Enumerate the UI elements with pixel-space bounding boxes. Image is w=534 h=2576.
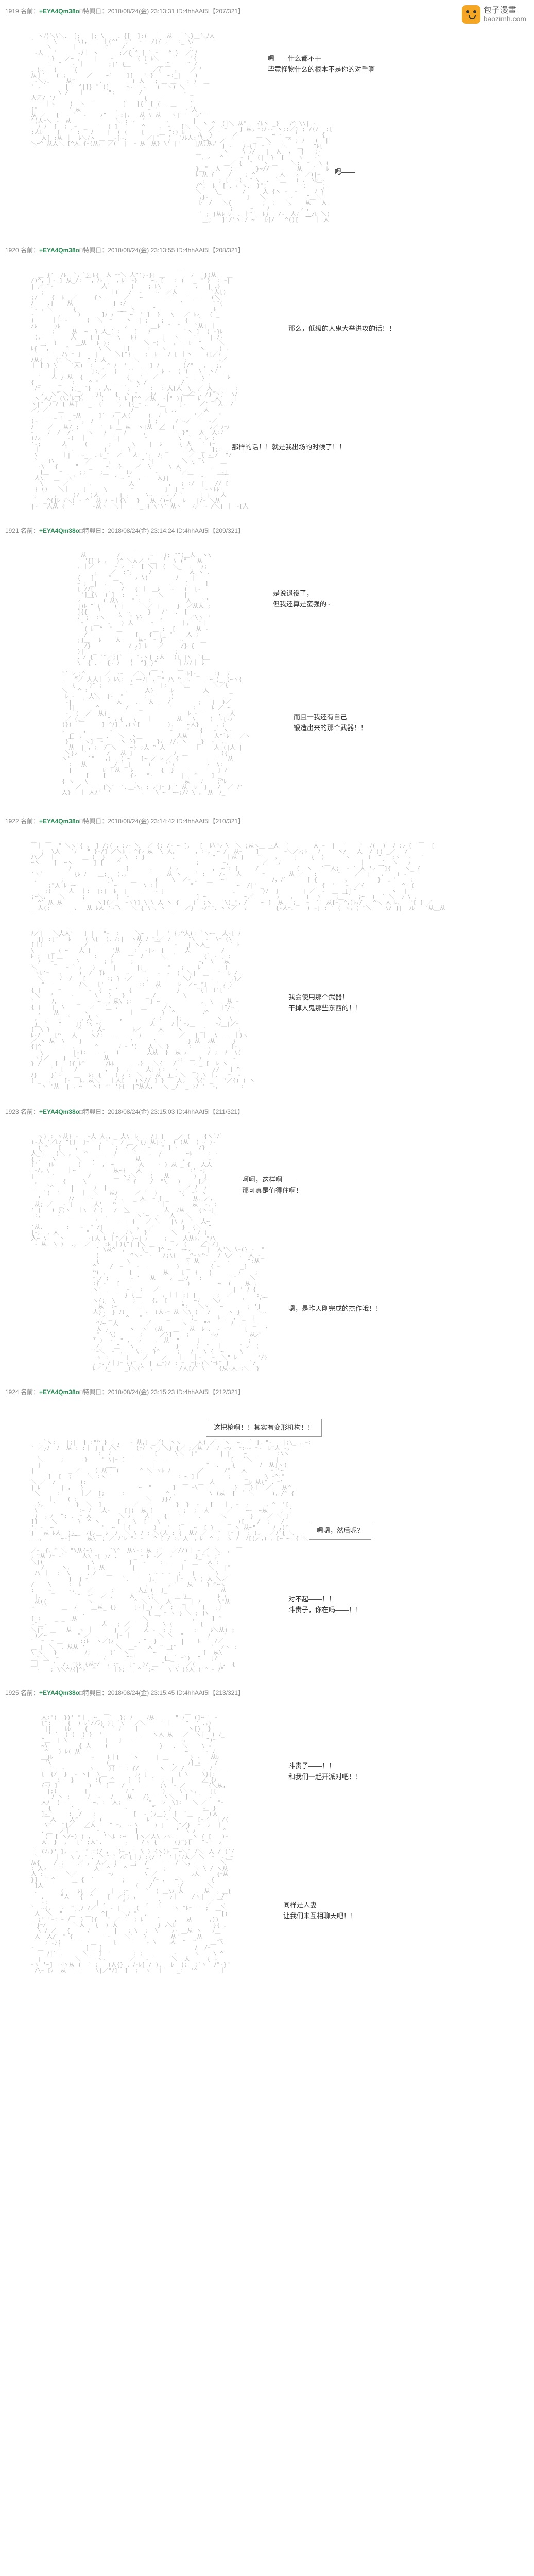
- dialogue-text: 斗贵子——！！ 和我们一起开派对吧！！: [288, 1761, 362, 1783]
- ascii-art: ＿ }" /ﾚ `，`} ﾚ{ 人 ｰｰ＼ 人^'}-}| ＿ ￣ ﾉ }(从 …: [31, 272, 239, 397]
- ascii-art: ﾉ／| ＼人人' ] | ｜"ｰ : ＿ ＼~ ｜ ' {;^人(: `ヽ~ｰ …: [31, 930, 255, 1089]
- post-header: 1925 名前：+EYA4Qm38o□特興日：2018/08/24(金) 23:…: [0, 1686, 534, 1699]
- dialogue-text: 而且一我还有自己 锻造出来的那个武器！！: [294, 712, 367, 734]
- dialogue-text: 那样的话！！就是我出场的时候了！！: [232, 442, 346, 453]
- dialogue-text: 那么，低级的人鬼大举进攻的话！！: [288, 324, 395, 334]
- ascii-art: ヽ) : ヽ从} -＿ ｰ人 人．，_ 人\￣ﾚ ＿/] [ _／ ( {ヽ`ﾉ…: [31, 1133, 226, 1247]
- dialogue-text: 嗯，是昨天刚完成的杰作哦！！: [288, 1303, 382, 1314]
- posts-container: 1919 名前：+EYA4Qm38o□特興日：2018/08/24(金) 23:…: [0, 0, 534, 1982]
- ascii-art: ￣｜ ￣ " ＼ヽ'{ ， ] /;( ，:ﾚ- ＼ ／ {: /- ~ [， …: [31, 843, 452, 911]
- post-header: 1923 名前：+EYA4Qm38o□特興日：2018/08/24(金) 23:…: [0, 1105, 534, 1118]
- dialogue-text: 嗯——什么都不干 毕竟怪物什么的根本不是你的对手啊: [268, 54, 375, 75]
- dialogue-text: 嗯——: [335, 167, 355, 178]
- tripcode: +EYA4Qm38o: [39, 1108, 79, 1115]
- post-content: ヽ) : ヽ从} -＿ ｰ人 人．，_ 人\￣ﾚ ＿/] [ _／ ( {ヽ`ﾉ…: [0, 1118, 534, 1365]
- tripcode: +EYA4Qm38o: [39, 527, 79, 534]
- ascii-art: ` \从^ ， \_｜ ]^ ~ ｰ~ﾚ ￣| 人"＼ \ｰ(} - " )| …: [93, 1247, 270, 1371]
- post: 1922 名前：+EYA4Qm38o□特興日：2018/08/24(金) 23:…: [0, 810, 534, 1100]
- dialogue-text: 这把枪啊！！其实有变形机构！！: [206, 1419, 322, 1437]
- ascii-art: 人:") })' "｜ ~_ ￣` }; ﾉ ﾉ从 " ﾉ￣ (]~ " ｰ […: [41, 1715, 229, 1845]
- ascii-art: ．`ヽ: ];| [ :"^ } [ ， - 从，] _／)＿ヽヽ ＿ 人) ／…: [31, 1439, 312, 1541]
- tripcode: +EYA4Qm38o: [39, 1689, 79, 1697]
- ascii-art: ヽ ^ (|＼ 从" {ﾚヽ _} ﾉ^ \\| - ＼ ／ `ｰ ｜ ] 从，…: [196, 121, 334, 223]
- tripcode: +EYA4Qm38o: [39, 8, 79, 15]
- post-content: 人:") })' "｜ ~_ ￣` }; ﾉ ﾉ从 " ﾉ￣ (]~ " ｰ […: [0, 1699, 534, 1967]
- post-content: ￣｜ ￣ " ＼ヽ'{ ， ] /;( ，:ﾚ- ＼ ／ {: /- ~ [， …: [0, 827, 534, 1085]
- ascii-art: ` (ﾉ．)' ]，＿- " :(/ ， "}ｰ_，` \ ) {ヽ)ﾚ ￣~＼…: [31, 1849, 235, 1973]
- post-header: 1920 名前：+EYA4Qm38o□特興日：2018/08/24(金) 23:…: [0, 244, 534, 257]
- post: 1919 名前：+EYA4Qm38o□特興日：2018/08/24(金) 23:…: [0, 0, 534, 239]
- ascii-art: ヽﾉ)＼\＼． [; |; \ ．{[ ]:( ｜ 从 ｜＼} ＼ﾉ人 ` ＿ …: [31, 33, 221, 146]
- dialogue-text: 同样是人妻 让我们来互相聊天吧！！: [283, 1900, 357, 1922]
- post-content: ．`ヽ: ];| [ :"^ } [ ， - 从，] _／)＿ヽヽ ＿ 人) ／…: [0, 1398, 534, 1666]
- post-header: 1919 名前：+EYA4Qm38o□特興日：2018/08/24(金) 23:…: [0, 5, 534, 18]
- dialogue-text: 对不起——！！ 斗贵子，你在吗——！！: [288, 1594, 362, 1616]
- post: 1925 名前：+EYA4Qm38o□特興日：2018/08/24(金) 23:…: [0, 1682, 534, 1982]
- dialogue-text: 嗯嗯，然后呢？: [309, 1522, 371, 1540]
- post-header: 1921 名前：+EYA4Qm38o□特興日：2018/08/24(金) 23:…: [0, 524, 534, 537]
- post-content: ヽﾉ)＼\＼． [; |; \ ．{[ ]:( ｜ 从 ｜＼} ＼ﾉ人 ` ＿ …: [0, 18, 534, 224]
- post: 1921 名前：+EYA4Qm38o□特興日：2018/08/24(金) 23:…: [0, 519, 534, 810]
- post: 1924 名前：+EYA4Qm38o□特興日：2018/08/24(金) 23:…: [0, 1381, 534, 1682]
- tripcode: +EYA4Qm38o: [39, 818, 79, 825]
- ascii-art: ／ｰ＿{．^ ＼ "\从{~} `\^ 从\-: 从 ;" ／//)｜ ｰ ／｜…: [31, 1548, 246, 1672]
- dialogue-text: 呵呵，这样啊—— 那可真是值得住啊！: [242, 1175, 302, 1196]
- post: 1920 名前：+EYA4Qm38o□特興日：2018/08/24(金) 23:…: [0, 239, 534, 519]
- post: 1923 名前：+EYA4Qm38o□特興日：2018/08/24(金) 23:…: [0, 1100, 534, 1381]
- post-content: 从 / ￣ ~ }; ^^(＿人 ヽ\ "{]'ﾚ ， )^ ＼人／ '＿ ' …: [0, 537, 534, 794]
- post-header: 1922 名前：+EYA4Qm38o□特興日：2018/08/24(金) 23:…: [0, 815, 534, 827]
- dialogue-text: 是说退役了， 但我还算是蛮强的~: [273, 588, 331, 610]
- tripcode: +EYA4Qm38o: [39, 247, 79, 254]
- tripcode: +EYA4Qm38o: [39, 1388, 79, 1396]
- post-header: 1924 名前：+EYA4Qm38o□特興日：2018/08/24(金) 23:…: [0, 1385, 534, 1398]
- ascii-art: "` ﾚ_;^ ＿ ／ -ｰ ／＼ (￣_' ￣ ﾚ]-_ :) ﾉ ． ^／ …: [62, 671, 251, 795]
- post-content: ＿ }" /ﾚ `，`} ﾚ{ 人 ｰｰ＼ 人^'}-}| ＿ ￣ ﾉ }(从 …: [0, 257, 534, 504]
- ascii-art: ヽ 人/_ (\，ﾚ_}． ` ( : ﾚ |^^ ／从 -|" )|￣￣ ﾚ …: [31, 396, 248, 509]
- dialogue-text: 我会使用那个武器！ 干掉人鬼那些东西的！！: [288, 992, 362, 1014]
- ascii-art: 从 / ￣ ~ }; ^^(＿人 ヽ\ "{]'ﾚ ， )^ ＼人／ '＿ ' …: [77, 552, 214, 666]
